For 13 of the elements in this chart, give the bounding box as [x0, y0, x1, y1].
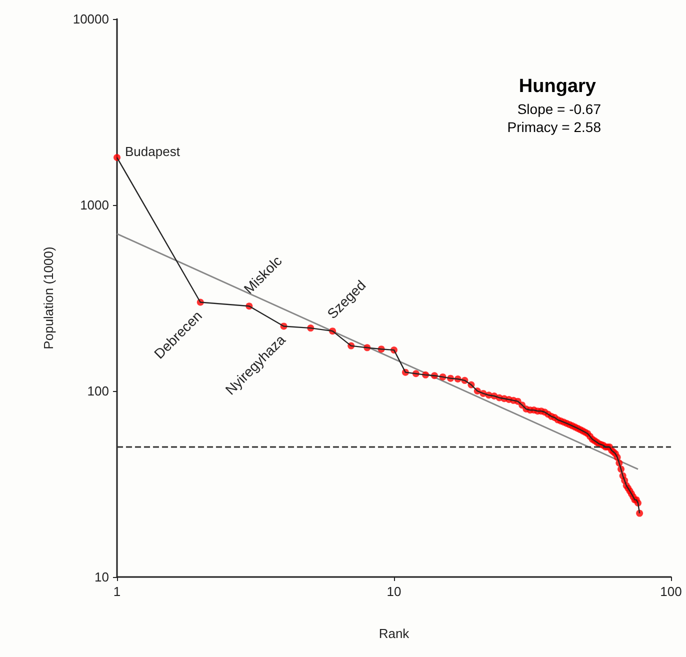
x-tick-label: 10: [386, 584, 402, 599]
annotation: Primacy = 2.58: [507, 119, 602, 135]
x-tick-label: 1: [113, 584, 121, 599]
text: Hungary: [518, 76, 596, 97]
y-axis-title: Population (1000): [41, 246, 56, 350]
y-tick-label: 100: [87, 384, 109, 398]
y-tick-label: 1000: [80, 198, 109, 212]
annotation: Budapest: [125, 144, 180, 160]
x-axis-title: Rank: [378, 626, 410, 641]
y-tick-label: 10: [94, 570, 109, 584]
x-tick-label: 100: [660, 584, 682, 599]
annotation: Slope = -0.67: [517, 101, 602, 117]
y-tick-label: 10000: [72, 12, 109, 26]
